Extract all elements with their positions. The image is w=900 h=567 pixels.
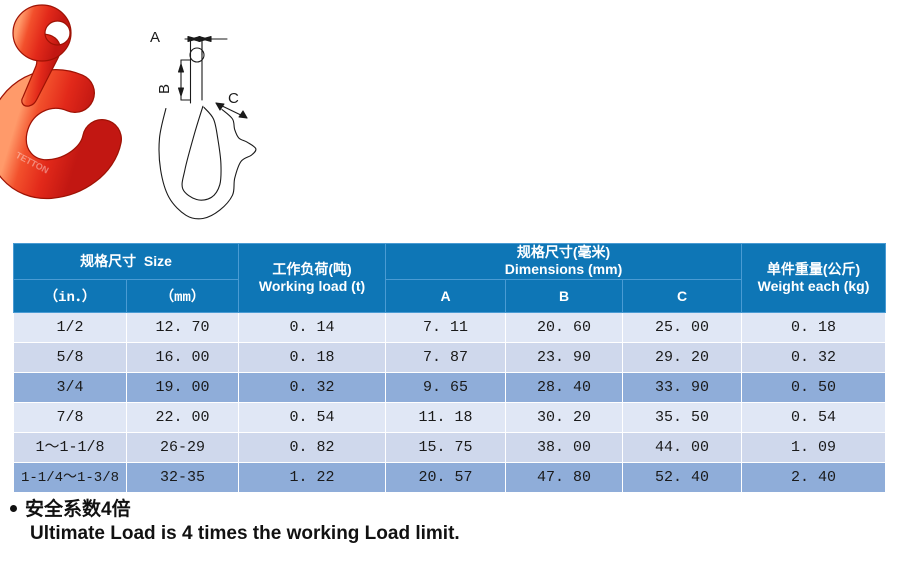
- svg-text:B: B: [156, 84, 173, 94]
- svg-text:A: A: [150, 29, 160, 46]
- svg-text:C: C: [228, 90, 239, 107]
